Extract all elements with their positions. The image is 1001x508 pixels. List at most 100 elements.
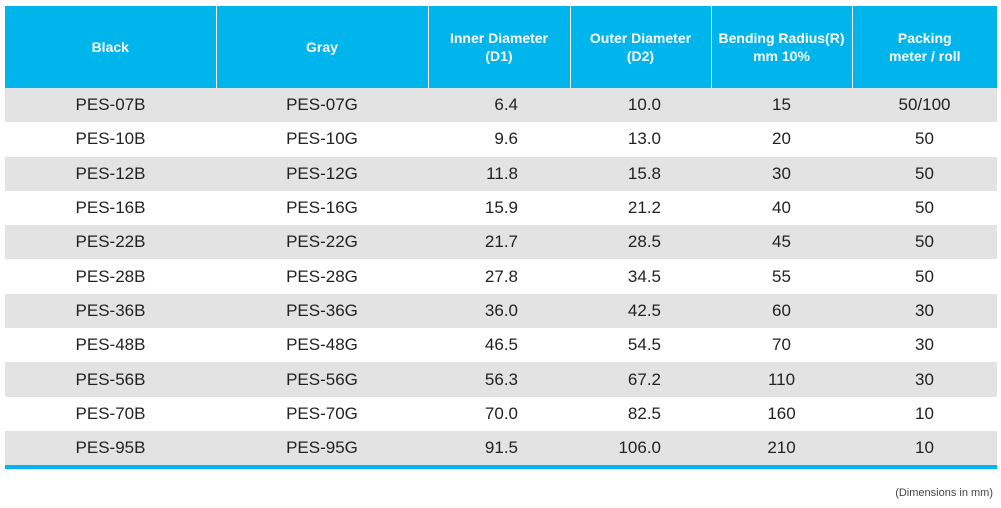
cell-black: PES-48B xyxy=(5,328,216,363)
cell-inner: 46.5 xyxy=(428,328,570,363)
header-bending-radius: Bending Radius(R) mm 10% xyxy=(711,6,853,88)
cell-gray: PES-22G xyxy=(216,225,428,260)
cell-black: PES-10B xyxy=(5,122,216,157)
cell-bend: 30 xyxy=(711,156,852,191)
header-inner-line2: (D1) xyxy=(485,48,513,64)
header-black-label: Black xyxy=(91,39,129,55)
cell-outer: 67.2 xyxy=(570,362,711,397)
cell-gray: PES-10G xyxy=(216,122,428,157)
cell-bend: 110 xyxy=(711,362,852,397)
cell-black: PES-12B xyxy=(5,156,216,191)
cell-outer: 42.5 xyxy=(570,293,711,329)
table-row: PES-95B PES-95G 91.5 106.0 210 10 xyxy=(5,430,997,466)
cell-gray: PES-70G xyxy=(216,396,428,431)
cell-gray: PES-28G xyxy=(216,259,428,294)
cell-gray: PES-07G xyxy=(216,88,428,123)
header-outer-line2: (D2) xyxy=(626,48,655,64)
cell-pack: 50 xyxy=(852,156,997,191)
cell-bend: 160 xyxy=(711,396,852,431)
cell-outer: 82.5 xyxy=(570,396,711,431)
table-row: PES-28B PES-28G 27.8 34.5 55 50 xyxy=(5,259,997,294)
cell-outer: 28.5 xyxy=(570,225,711,260)
header-gray-label: Gray xyxy=(306,39,338,55)
cell-bend: 40 xyxy=(711,190,852,226)
cell-bend: 210 xyxy=(711,430,852,466)
cell-outer: 10.0 xyxy=(570,88,711,123)
cell-black: PES-36B xyxy=(5,293,216,329)
header-bend-line2: mm 10% xyxy=(753,48,810,64)
cell-outer: 54.5 xyxy=(570,328,711,363)
cell-gray: PES-36G xyxy=(216,293,428,329)
header-outer-diameter: Outer Diameter (D2) xyxy=(570,6,712,88)
cell-black: PES-56B xyxy=(5,362,216,397)
cell-gray: PES-95G xyxy=(216,430,428,466)
cell-pack: 10 xyxy=(852,430,997,466)
cell-inner: 11.8 xyxy=(428,156,570,191)
table-row: PES-12B PES-12G 11.8 15.8 30 50 xyxy=(5,156,997,191)
cell-inner: 21.7 xyxy=(428,225,570,260)
cell-inner: 91.5 xyxy=(428,430,570,466)
cell-inner: 6.4 xyxy=(428,88,570,123)
cell-inner: 36.0 xyxy=(428,293,570,329)
cell-pack: 10 xyxy=(852,396,997,431)
cell-pack: 50/100 xyxy=(852,88,997,123)
cell-inner: 27.8 xyxy=(428,259,570,294)
cell-gray: PES-48G xyxy=(216,328,428,363)
table-row: PES-10B PES-10G 9.6 13.0 20 50 xyxy=(5,122,997,157)
cell-bend: 60 xyxy=(711,293,852,329)
cell-black: PES-95B xyxy=(5,430,216,466)
cell-bend: 20 xyxy=(711,122,852,157)
cell-black: PES-70B xyxy=(5,396,216,431)
cell-bend: 15 xyxy=(711,88,852,123)
cell-black: PES-07B xyxy=(5,88,216,123)
spec-table-container: Black Gray Inner Diameter (D1) Outer Dia… xyxy=(5,6,997,470)
cell-outer: 34.5 xyxy=(570,259,711,294)
cell-outer: 106.0 xyxy=(570,430,711,466)
cell-black: PES-28B xyxy=(5,259,216,294)
cell-outer: 13.0 xyxy=(570,122,711,157)
cell-pack: 30 xyxy=(852,293,997,329)
cell-bend: 45 xyxy=(711,225,852,260)
cell-black: PES-16B xyxy=(5,190,216,226)
header-black: Black xyxy=(5,6,217,88)
table-row: PES-70B PES-70G 70.0 82.5 160 10 xyxy=(5,396,997,431)
header-pack-line1: Packing xyxy=(897,30,952,46)
cell-bend: 55 xyxy=(711,259,852,294)
cell-inner: 9.6 xyxy=(428,122,570,157)
header-inner-diameter: Inner Diameter (D1) xyxy=(428,6,571,88)
table-header: Black Gray Inner Diameter (D1) Outer Dia… xyxy=(5,6,997,88)
dimensions-footnote: (Dimensions in mm) xyxy=(895,487,993,499)
table-body: PES-07B PES-07G 6.4 10.0 15 50/100 PES-1… xyxy=(5,88,997,466)
cell-pack: 50 xyxy=(852,122,997,157)
header-gray: Gray xyxy=(216,6,429,88)
cell-bend: 70 xyxy=(711,328,852,363)
table-row: PES-36B PES-36G 36.0 42.5 60 30 xyxy=(5,293,997,329)
cell-outer: 15.8 xyxy=(570,156,711,191)
table-row: PES-07B PES-07G 6.4 10.0 15 50/100 xyxy=(5,88,997,123)
header-outer-line1: Outer Diameter xyxy=(589,30,692,46)
header-row: Black Gray Inner Diameter (D1) Outer Dia… xyxy=(5,6,997,88)
header-inner-line1: Inner Diameter xyxy=(449,30,549,46)
cell-pack: 50 xyxy=(852,225,997,260)
cell-inner: 70.0 xyxy=(428,396,570,431)
cell-gray: PES-12G xyxy=(216,156,428,191)
header-pack-line2: meter / roll xyxy=(888,48,961,64)
cell-outer: 21.2 xyxy=(570,190,711,226)
cell-black: PES-22B xyxy=(5,225,216,260)
cell-pack: 50 xyxy=(852,259,997,294)
table-row: PES-48B PES-48G 46.5 54.5 70 30 xyxy=(5,328,997,363)
table-row: PES-16B PES-16G 15.9 21.2 40 50 xyxy=(5,190,997,226)
cell-gray: PES-56G xyxy=(216,362,428,397)
cell-pack: 30 xyxy=(852,362,997,397)
cell-inner: 15.9 xyxy=(428,190,570,226)
table-row: PES-22B PES-22G 21.7 28.5 45 50 xyxy=(5,225,997,260)
cell-inner: 56.3 xyxy=(428,362,570,397)
spec-table: Black Gray Inner Diameter (D1) Outer Dia… xyxy=(5,6,997,466)
header-packing: Packing meter / roll xyxy=(852,6,997,88)
cell-pack: 50 xyxy=(852,190,997,226)
table-row: PES-56B PES-56G 56.3 67.2 110 30 xyxy=(5,362,997,397)
table-bottom-border xyxy=(5,465,997,470)
cell-pack: 30 xyxy=(852,328,997,363)
cell-gray: PES-16G xyxy=(216,190,428,226)
header-bend-line1: Bending Radius(R) xyxy=(718,30,845,46)
